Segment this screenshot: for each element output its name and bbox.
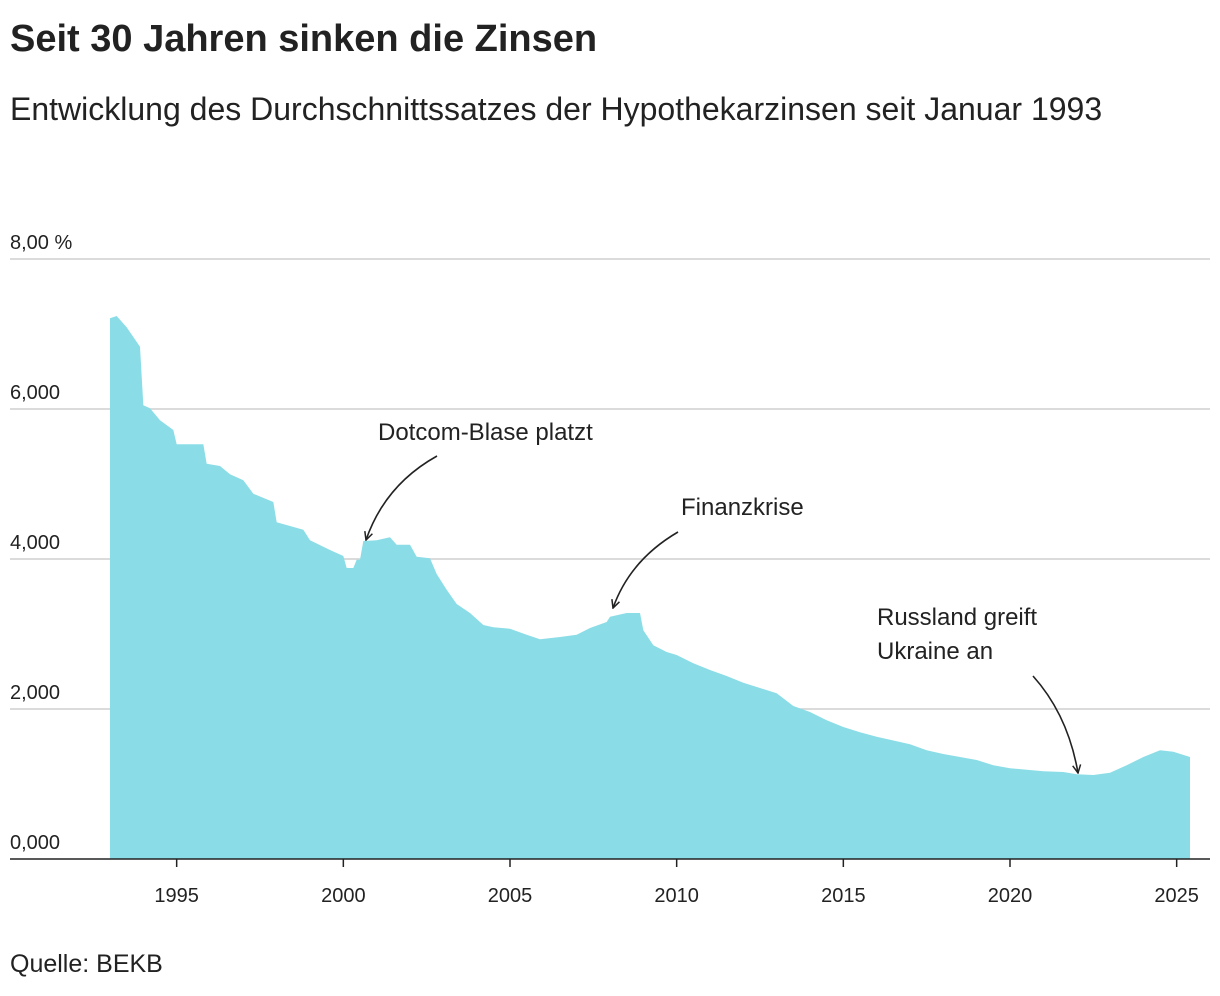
y-tick-label: 4,000: [10, 532, 60, 554]
x-tick-label: 2010: [654, 885, 699, 907]
annotation-label: Finanzkrise: [681, 494, 804, 521]
x-tick-label: 2020: [988, 885, 1033, 907]
area: [110, 316, 1190, 859]
source-note: Quelle: BEKB: [10, 950, 163, 978]
x-tick-label: 2025: [1154, 885, 1199, 907]
x-tick-label: 2005: [488, 885, 533, 907]
y-tick-label: 2,000: [10, 682, 60, 704]
annotation-label: Dotcom-Blase platzt: [378, 419, 593, 446]
annotation-arrow: [1032, 675, 1078, 773]
chart: 0,000 2,000 4,000 6,000 8,00 % 1995 2000 2005 2…: [10, 232, 1210, 907]
annotation-arrow: [366, 455, 438, 540]
y-tick-label: 6,000: [10, 382, 60, 404]
x-tick-label: 1995: [154, 885, 199, 907]
x-tick-label: 2015: [821, 885, 866, 907]
annotation-arrow: [613, 531, 679, 608]
x-tick-label: 2000: [321, 885, 366, 907]
annotation-label: Ukraine an: [877, 638, 993, 665]
chart-subtitle: Entwicklung des Durchschnittssatzes der …: [10, 91, 1103, 127]
annotation-label: Russland greift: [877, 604, 1037, 631]
chart-title: Seit 30 Jahren sinken die Zinsen: [10, 18, 598, 60]
y-tick-label: 0,000: [10, 832, 60, 854]
y-tick-label: 8,00 %: [10, 232, 72, 254]
